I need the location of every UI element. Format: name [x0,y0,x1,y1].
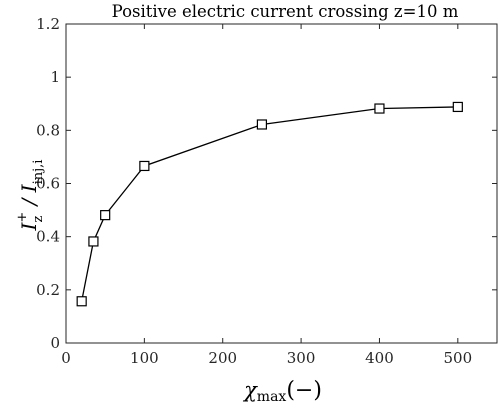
y-axis-label: Iz+ / Iinj,i [15,160,46,232]
y-axis: 0 0.2 0.4 0.6 0.8 1 1.2 [36,15,497,352]
x-tick-label: 300 [287,349,316,367]
x-tick-label: 0 [61,349,71,367]
data-point [88,236,99,247]
chart-title: Positive electric current crossing z=10 … [112,2,459,21]
data-point [374,103,385,114]
data-point [100,210,111,221]
y-tick-label: 0.6 [36,175,60,193]
y-tick-label: 1 [50,68,60,86]
x-tick-label: 500 [443,349,472,367]
y-tick-label: 1.2 [36,15,60,33]
data-point [139,160,150,172]
x-axis-label: χmax(−) [242,378,322,405]
data-point [452,101,463,113]
x-tick-label: 100 [130,349,159,367]
x-tick-label: 200 [208,349,237,367]
y-tick-label: 0.4 [36,228,60,246]
y-tick-label: 0.2 [36,281,60,299]
x-tick-label: 400 [365,349,394,367]
data-point [256,119,268,130]
y-tick-label: 0.8 [36,121,60,139]
data-series [76,101,463,307]
y-tick-label: 0 [50,334,60,352]
x-axis: 0 100 200 300 400 500 [61,24,472,367]
data-point [76,296,87,307]
